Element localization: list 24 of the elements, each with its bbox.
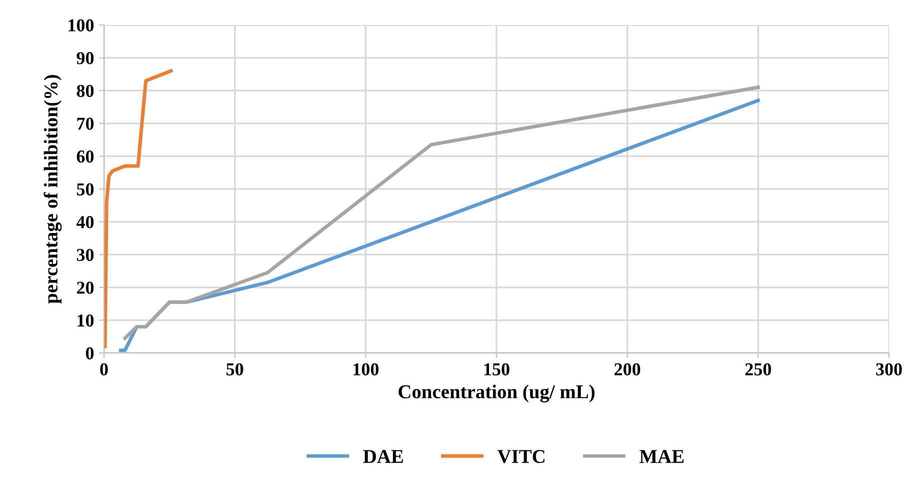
y-tick-label: 30 <box>76 248 94 262</box>
y-axis-title: percentage of inhibition(%) <box>44 74 62 304</box>
x-axis-title: Concentration (ug/ mL) <box>398 384 594 402</box>
y-tick-label: 50 <box>76 183 94 196</box>
line-series <box>104 69 173 348</box>
x-tick-label: 50 <box>226 363 244 376</box>
y-tick-label: 100 <box>68 19 94 32</box>
legend-label: DAE <box>363 450 403 463</box>
legend-label: VITC <box>497 450 544 464</box>
x-tick-label: 200 <box>614 363 640 376</box>
x-tick-label: 300 <box>876 363 902 376</box>
x-tick-label: 150 <box>484 363 510 376</box>
y-tick-label: 70 <box>77 118 94 130</box>
x-tick-label: 100 <box>354 363 379 376</box>
y-tick-label: 20 <box>76 282 94 294</box>
y-tick-label: 40 <box>76 216 94 228</box>
x-tick-label: 0 <box>100 363 108 376</box>
y-tick-label: 10 <box>78 314 94 327</box>
y-tick-label: 90 <box>76 52 94 64</box>
y-tick-label: 60 <box>76 150 94 163</box>
legend-label: MAE <box>640 450 684 463</box>
x-tick-label: 250 <box>745 363 772 376</box>
y-tick-label: 80 <box>76 84 94 98</box>
y-tick-label: 0 <box>86 347 94 360</box>
